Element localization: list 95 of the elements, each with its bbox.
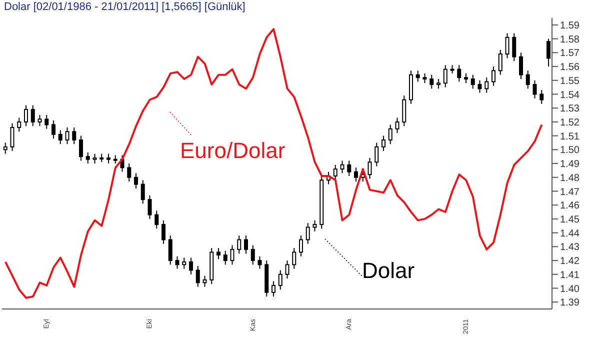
candlestick [478, 80, 482, 94]
y-tick-label: 1.43 [560, 242, 580, 254]
candlestick [86, 152, 90, 164]
candlestick [484, 77, 489, 94]
candlestick [58, 130, 62, 145]
y-tick-label: 1.39 [560, 298, 580, 309]
y-tick-label: 1.47 [560, 186, 580, 198]
y-tick-label: 1.45 [560, 214, 580, 226]
candlestick [532, 80, 537, 99]
candlestick [388, 124, 392, 145]
y-tick-label: 1.49 [560, 159, 580, 170]
candlestick [443, 64, 448, 88]
candlestick [374, 142, 379, 167]
candlestick [168, 235, 172, 266]
candlestick [3, 142, 8, 154]
candlestick [127, 163, 132, 182]
candlestick [333, 164, 338, 181]
candlestick [347, 160, 352, 176]
candlestick [79, 135, 83, 162]
candlestick [65, 126, 70, 145]
y-tick-label: 1.57 [560, 48, 580, 60]
chart-title: Dolar [02/01/1986 - 21/01/2011] [1,5665] [Günlük] [4, 1, 246, 13]
candlestick [299, 235, 303, 257]
candlestick [505, 32, 510, 59]
candlestick [470, 74, 475, 90]
candlestick [312, 220, 317, 232]
candlestick [416, 70, 420, 82]
y-tick-label: 1.51 [560, 131, 580, 142]
candlestick [189, 257, 193, 275]
y-tick-label: 1.54 [560, 90, 580, 101]
candlestick [10, 122, 14, 152]
candlestick [526, 70, 530, 90]
annotation: Euro/Dolar [180, 138, 286, 164]
y-tick-label: 1.42 [560, 256, 580, 268]
candlestick [106, 153, 110, 164]
candlestick [285, 260, 290, 280]
candlestick [237, 235, 242, 254]
candlestick [457, 64, 462, 82]
candlestick [306, 222, 310, 244]
candlestick [250, 244, 255, 266]
candlestick [340, 160, 344, 174]
candlestick [92, 153, 97, 164]
line-series [4, 28, 543, 299]
candlestick [216, 248, 220, 260]
candlestick [382, 135, 386, 152]
candlestick [223, 250, 228, 266]
candlestick [258, 256, 262, 270]
candlestick [512, 32, 516, 62]
candlestick [38, 114, 42, 127]
candlestick [292, 248, 296, 270]
candlestick [52, 120, 56, 140]
y-tick-label: 1.46 [560, 200, 580, 212]
candlestick [196, 266, 200, 288]
y-tick-label: 1.52 [560, 117, 580, 128]
candlestick [422, 72, 427, 84]
candlestick [498, 49, 502, 76]
candlestick [182, 257, 186, 270]
y-tick-label: 1.55 [560, 76, 580, 87]
candlestick [230, 244, 234, 266]
y-tick-label: 1.44 [560, 228, 580, 240]
candlestick [402, 95, 406, 127]
candlestick [430, 74, 434, 90]
annotation: Dolar [362, 258, 415, 284]
candlestick [519, 52, 523, 80]
y-tick-label: 1.50 [560, 145, 580, 156]
candlestick [368, 157, 372, 180]
candlestick [134, 172, 138, 189]
candlestick [464, 72, 468, 84]
y-tick-label: 1.41 [560, 270, 580, 281]
y-tick-label: 1.48 [560, 172, 580, 184]
candlestick [546, 38, 550, 67]
candlestick [154, 210, 159, 230]
candlestick [272, 280, 276, 298]
y-tick-label: 1.56 [560, 62, 580, 74]
candlestick [540, 90, 544, 104]
candlestick [72, 126, 76, 145]
candlestick [24, 104, 28, 127]
candlestick [140, 180, 145, 204]
candlestick [175, 256, 180, 270]
candlestick [202, 275, 207, 288]
candlestick [354, 167, 358, 182]
candlestick [148, 194, 152, 220]
candlestick [436, 78, 440, 90]
candlestick [395, 117, 400, 134]
y-tick-label: 1.59 [560, 20, 580, 32]
y-tick-label: 1.40 [560, 284, 580, 295]
candlestick [30, 104, 35, 127]
candlestick [162, 220, 166, 244]
candlestick [492, 66, 496, 86]
candlestick [17, 117, 22, 132]
y-tick-label: 1.58 [560, 34, 580, 46]
candlestick [278, 270, 282, 290]
candlestick [244, 235, 248, 254]
y-tick-label: 1.53 [560, 104, 580, 115]
candlestick [44, 114, 49, 130]
